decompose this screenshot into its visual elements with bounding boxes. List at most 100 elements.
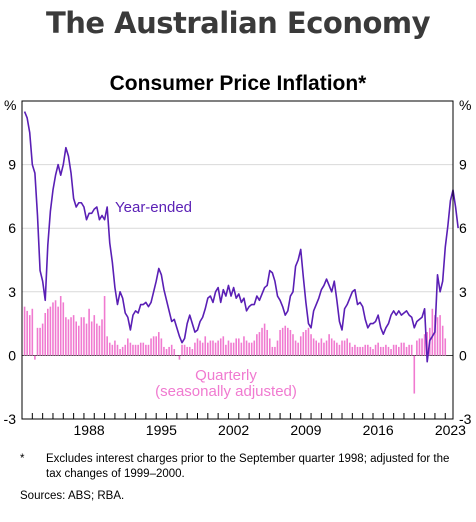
quarterly-bar (408, 344, 410, 356)
quarterly-bar (98, 325, 101, 356)
quarterly-bar (305, 329, 307, 356)
quarterly-bar (315, 340, 318, 356)
quarterly-bar (157, 332, 160, 356)
quarterly-bar (379, 346, 382, 356)
quarterly-bar (54, 300, 57, 356)
y-tick-label-right: 6 (459, 220, 467, 236)
quarterly-bar (441, 325, 444, 356)
quarterly-bar (361, 346, 364, 356)
quarterly-bar (245, 340, 248, 356)
quarterly-bar (323, 342, 325, 356)
quarterly-bar (212, 340, 214, 356)
quarterly-bar (67, 319, 70, 356)
x-tick-label: 2009 (290, 422, 321, 438)
quarterly-bar (341, 340, 343, 356)
quarterly-bar (59, 296, 62, 356)
quarterly-sublabel: (seasonally adjusted) (155, 383, 297, 400)
quarterly-bar (312, 338, 315, 356)
quarterly-bar (235, 338, 238, 356)
quarterly-bar (400, 342, 403, 356)
quarterly-bar (307, 327, 310, 356)
quarterly-bar (129, 342, 132, 356)
quarterly-bar (374, 344, 377, 356)
quarterly-bar (194, 342, 196, 356)
x-tick-label: 2002 (218, 422, 249, 438)
quarterly-bar (83, 317, 85, 356)
quarterly-bar (217, 340, 219, 356)
quarterly-bar (385, 344, 387, 356)
quarterly-bar (80, 317, 83, 356)
quarterly-bar (134, 344, 137, 356)
quarterly-bar (132, 344, 134, 356)
quarterly-bar (261, 327, 263, 356)
quarterly-bar (163, 346, 165, 356)
quarterly-bar (114, 340, 116, 356)
quarterly-bar (77, 325, 80, 356)
quarterly-bar (121, 346, 124, 356)
quarterly-bar (320, 338, 323, 356)
quarterly-bar (297, 342, 299, 356)
quarterly-bar (88, 308, 90, 356)
quarterly-bar (416, 340, 418, 356)
quarterly-bar (287, 327, 289, 356)
quarterly-bars (23, 296, 447, 394)
quarterly-bar (26, 310, 28, 356)
quarterly-bar (299, 336, 302, 356)
quarterly-bar (62, 302, 65, 356)
quarterly-bar (204, 336, 207, 356)
quarterly-bar (336, 342, 338, 356)
y-tick-label-left: 6 (8, 220, 16, 236)
quarterly-bar (359, 346, 361, 356)
quarterly-bar (103, 296, 106, 356)
quarterly-bar (274, 346, 276, 356)
quarterly-bar (147, 344, 150, 356)
quarterly-bar (387, 346, 390, 356)
quarterly-bar (23, 306, 26, 356)
quarterly-bar (111, 344, 114, 356)
quarterly-bar (333, 340, 336, 356)
quarterly-bar (310, 334, 312, 356)
quarterly-bar (240, 342, 243, 356)
quarterly-bar (382, 346, 385, 356)
quarterly-bar (390, 349, 392, 356)
quarterly-bar (139, 342, 142, 356)
quarterly-bar (160, 338, 163, 356)
quarterly-bar (72, 315, 75, 356)
quarterly-bar (281, 327, 284, 356)
cpi-chart: -3 -3 0 0 3 3 6 6 9 9% % 1988 1995 2002 2009 2016 2023 Y… (4, 97, 472, 438)
quarterly-bar (392, 344, 395, 356)
page-title: The Australian Economy (45, 6, 431, 40)
quarterly-bar (186, 346, 188, 356)
quarterly-bar (317, 342, 320, 356)
quarterly-bar (266, 329, 268, 356)
quarterly-bar (116, 344, 119, 356)
quarterly-bar (31, 308, 34, 356)
quarterly-bar (106, 336, 108, 356)
quarterly-bar (289, 329, 292, 356)
quarterly-bar (191, 349, 194, 356)
quarterly-bar (142, 342, 145, 356)
quarterly-bar (36, 327, 39, 356)
quarterly-bar (168, 346, 170, 356)
quarterly-bar (34, 355, 36, 360)
quarterly-bar (108, 342, 111, 356)
quarterly-bar (47, 308, 49, 356)
quarterly-bar (377, 342, 379, 356)
quarterly-bar (367, 344, 369, 356)
quarterly-bar (227, 340, 230, 356)
unit-right: % (459, 97, 471, 113)
quarterly-bar (101, 319, 103, 356)
quarterly-bar (225, 344, 227, 356)
quarterly-bar (256, 334, 258, 356)
quarterly-bar (250, 342, 253, 356)
y-tick-label-right: 0 (459, 347, 467, 363)
quarterly-bar (439, 315, 441, 356)
quarterly-bar (65, 317, 67, 356)
quarterly-bar (328, 334, 330, 356)
quarterly-bar (356, 346, 359, 356)
quarterly-bar (395, 344, 398, 356)
quarterly-bar (292, 334, 294, 356)
unit-left: % (4, 97, 16, 113)
quarterly-bar (201, 342, 204, 356)
quarterly-bar (426, 332, 428, 356)
